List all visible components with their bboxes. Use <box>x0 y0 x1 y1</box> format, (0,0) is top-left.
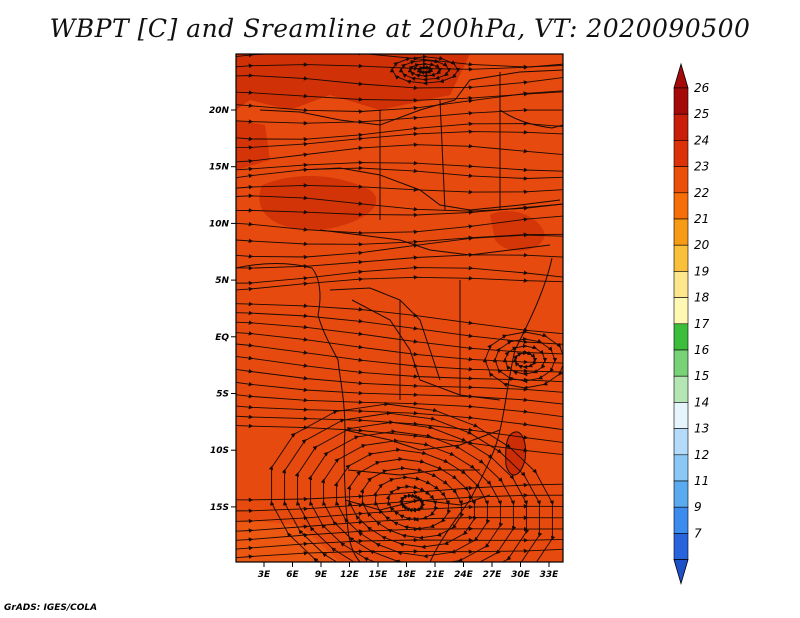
colorbar-segment <box>673 113 689 141</box>
colorbar-segment <box>673 428 689 456</box>
colorbar-segment <box>673 271 689 298</box>
colorbar-level-label: 12 <box>694 448 709 462</box>
lat-tick-label: 15S <box>210 503 229 513</box>
colorbar-level-label: 23 <box>694 160 709 174</box>
colorbar-segment <box>673 244 689 272</box>
latitude-axis: 20N 15N 10N 5N EQ 5S 10S 15S <box>209 106 236 513</box>
streamline <box>392 57 459 83</box>
colorbar-segment <box>673 166 689 194</box>
colorbar-level-label: 24 <box>694 133 709 147</box>
lon-tick-label: 9E <box>315 570 328 580</box>
lon-tick-label: 3E <box>258 570 271 580</box>
colorbar-level-label: 9 <box>694 500 702 514</box>
colorbar-segment <box>673 297 689 325</box>
lat-tick-label: EQ <box>215 333 229 343</box>
colorbar-segment <box>673 87 689 115</box>
colorbar: 26 25 24 23 22 21 20 19 18 17 16 15 14 13 12 11 9 7 <box>673 62 710 586</box>
colorbar-segment <box>673 349 689 377</box>
colorbar-bottom-arrow <box>673 559 689 586</box>
map-title: WBPT [C] and Sreamline at 200hPa, VT: 20… <box>49 14 751 43</box>
colorbar-segment <box>673 402 689 429</box>
colorbar-level-label: 18 <box>694 291 710 305</box>
colorbar-segment <box>673 533 689 560</box>
colorbar-level-label: 21 <box>694 212 709 226</box>
lat-tick-label: 10S <box>210 446 229 456</box>
map-plot-area <box>235 53 564 563</box>
lon-tick-label: 6E <box>286 570 299 580</box>
colorbar-segment <box>673 375 689 403</box>
colorbar-level-label: 17 <box>694 317 710 331</box>
colorbar-level-label: 7 <box>694 526 702 540</box>
lat-tick-label: 5N <box>215 276 229 286</box>
colorbar-segment <box>673 480 689 508</box>
colorbar-level-label: 15 <box>694 369 709 383</box>
colorbar-level-label: 16 <box>694 343 710 357</box>
lon-tick-label: 30E <box>511 570 531 580</box>
grads-credit: GrADS: IGES/COLA <box>4 603 98 613</box>
colorbar-level-label: 22 <box>694 186 709 200</box>
streamline <box>272 404 553 562</box>
colorbar-level-label: 14 <box>694 395 709 409</box>
streamline <box>485 332 563 388</box>
colorbar-level-label: 13 <box>694 422 709 436</box>
colorbar-segment <box>673 506 689 534</box>
lon-tick-label: 18E <box>397 570 417 580</box>
colorbar-segment <box>673 454 689 482</box>
lon-tick-label: 24E <box>454 570 474 580</box>
lon-tick-label: 27E <box>483 570 503 580</box>
colorbar-level-label: 20 <box>694 238 710 252</box>
lon-tick-label: 15E <box>369 570 389 580</box>
map-frame <box>235 53 564 563</box>
longitude-axis: 3E 6E 9E 12E 15E 18E 21E 24E 27E 30E 33E <box>258 562 559 580</box>
colorbar-level-label: 11 <box>694 474 709 488</box>
colorbar-segment <box>673 192 689 220</box>
colorbar-segment <box>673 140 689 167</box>
lat-tick-label: 20N <box>209 106 230 116</box>
colorbar-level-label: 25 <box>694 107 709 121</box>
colorbar-top-arrow <box>673 62 689 89</box>
lon-tick-label: 33E <box>540 570 560 580</box>
lat-tick-label: 10N <box>209 219 230 229</box>
lon-tick-label: 12E <box>340 570 360 580</box>
lat-tick-label: 5S <box>216 390 229 400</box>
lon-tick-label: 21E <box>426 570 446 580</box>
colorbar-level-label: 26 <box>694 81 710 95</box>
colorbar-segment <box>673 218 689 246</box>
colorbar-segment <box>673 323 689 351</box>
lat-tick-label: 15N <box>209 163 230 173</box>
colorbar-level-label: 19 <box>694 264 709 278</box>
